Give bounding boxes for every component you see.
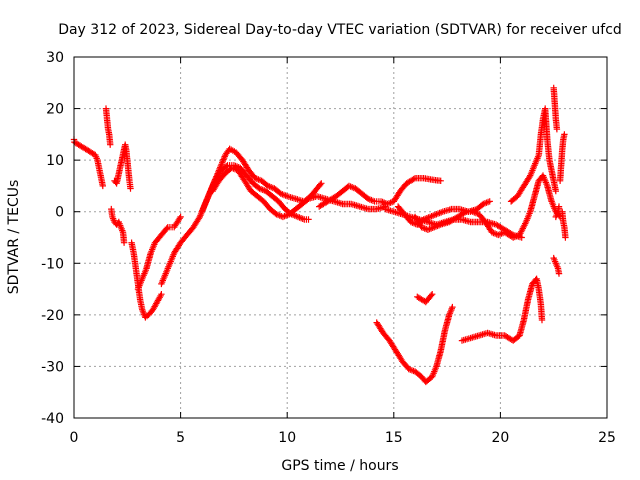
data-point-markers — [550, 84, 563, 221]
series-trace-m — [373, 303, 456, 386]
data-point-markers — [134, 213, 184, 293]
data-point-markers — [507, 105, 559, 205]
series-trace-h — [209, 164, 389, 221]
x-tick-label: 5 — [176, 430, 185, 446]
data-point-markers — [209, 164, 389, 221]
series-trace-c — [111, 141, 134, 192]
y-tick-label: 0 — [55, 205, 64, 221]
series-trace-o — [458, 275, 546, 344]
data-point-markers — [70, 136, 106, 190]
series-trace-d — [128, 239, 165, 321]
x-tick-label: 10 — [278, 430, 296, 446]
grid-layer — [74, 57, 607, 418]
x-tick-label: 15 — [385, 430, 403, 446]
x-tick-label: 20 — [491, 430, 509, 446]
y-tick-label: -30 — [41, 359, 64, 375]
plot-frame — [73, 56, 608, 419]
data-point-markers — [550, 131, 569, 277]
data-points — [70, 84, 569, 386]
series-trace-r — [550, 84, 563, 221]
y-axis-label: SDTVAR / TECUs — [6, 180, 22, 295]
series-trace-i — [316, 175, 444, 210]
data-point-markers — [373, 303, 456, 386]
data-point-markers — [316, 175, 444, 210]
series-trace-b — [102, 105, 128, 246]
series-trace-e — [134, 213, 184, 293]
series-trace-a — [70, 136, 106, 190]
data-point-markers — [411, 172, 564, 241]
data-point-markers — [458, 275, 546, 344]
y-tick-label: -20 — [41, 308, 64, 324]
x-tick-label: 0 — [70, 430, 79, 446]
series-trace-q — [550, 131, 569, 277]
data-point-markers — [128, 239, 165, 321]
x-axis-label: GPS time / hours — [281, 458, 398, 474]
data-point-markers — [111, 141, 134, 192]
series-trace-l — [411, 172, 564, 241]
y-tick-label: 20 — [46, 102, 64, 118]
y-tick-label: 10 — [46, 153, 64, 169]
data-point-markers — [414, 291, 436, 306]
x-tick-label: 25 — [598, 430, 616, 446]
series-trace-p — [507, 105, 559, 205]
data-point-markers — [102, 105, 128, 246]
tick-layer: 0 5 10 15 20 25 -40 -30 -20 -10 0 10 20 30 — [41, 50, 616, 446]
y-tick-label: -10 — [41, 256, 64, 272]
y-tick-label: -40 — [41, 411, 64, 427]
chart-title: Day 312 of 2023, Sidereal Day-to-day VTE… — [58, 22, 622, 38]
y-tick-label: 30 — [46, 50, 64, 66]
series-trace-n — [414, 291, 436, 306]
